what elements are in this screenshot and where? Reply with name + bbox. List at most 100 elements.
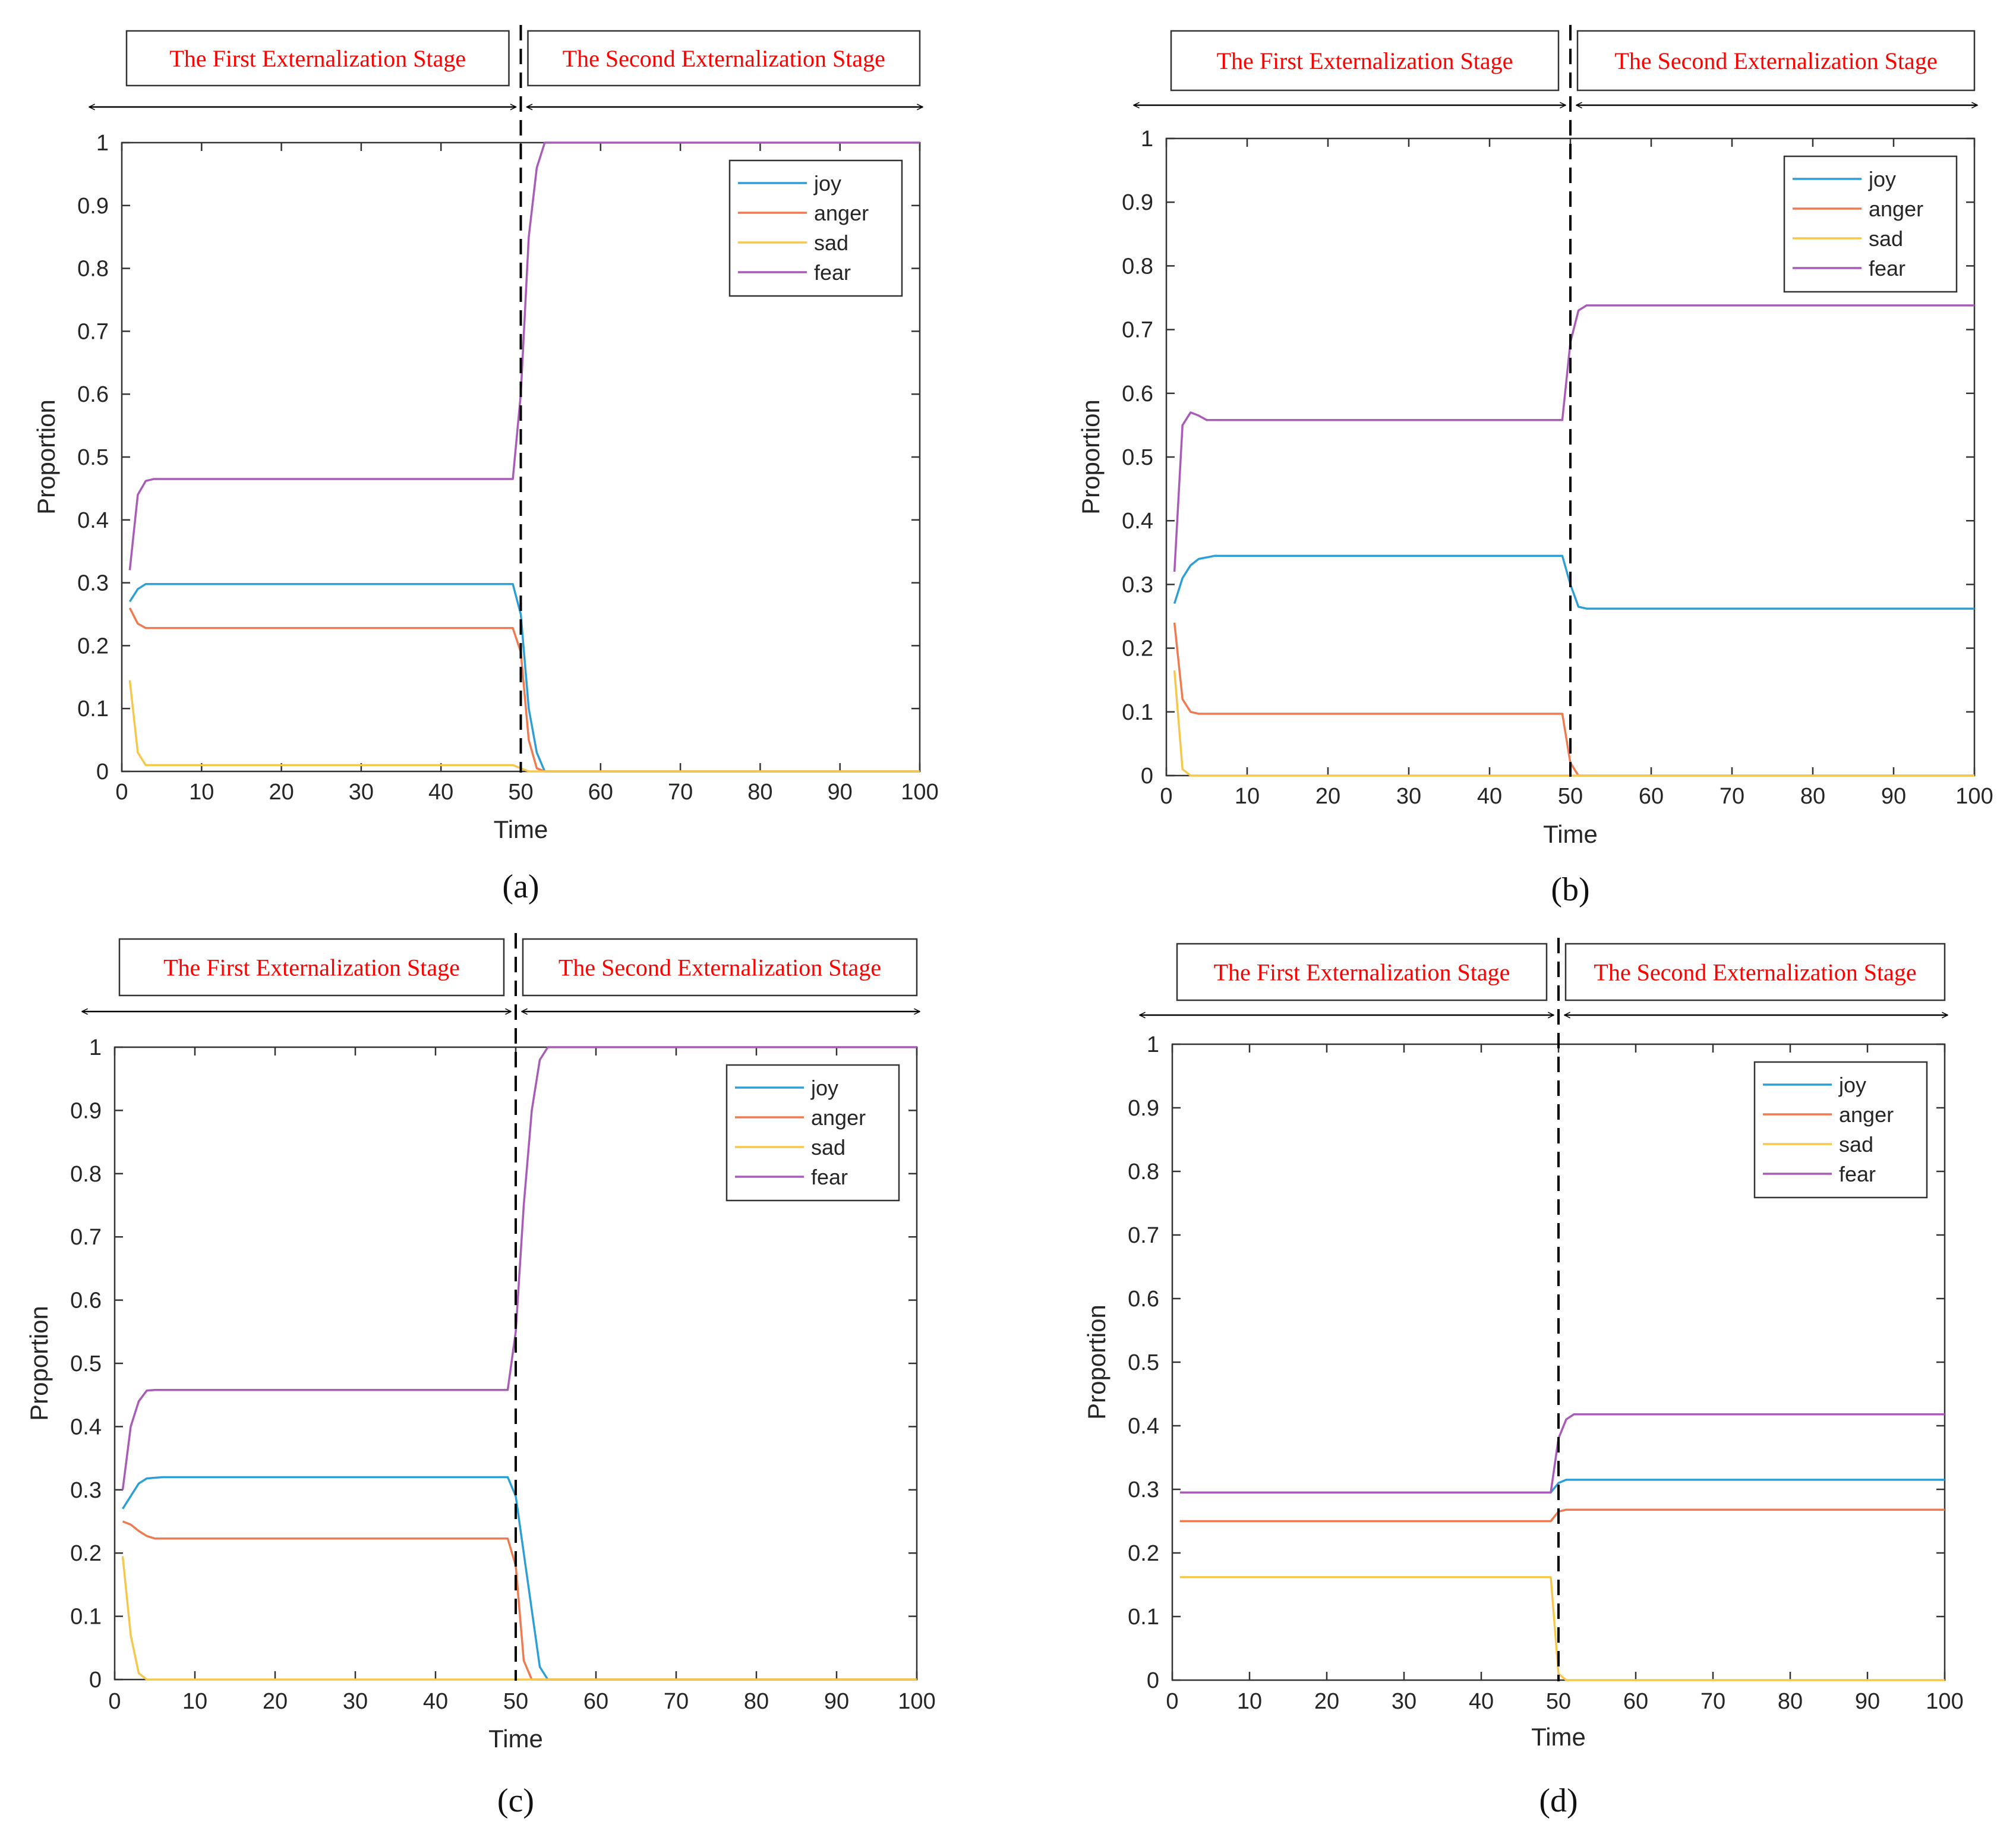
- y-tick-label: 0.9: [1122, 190, 1153, 215]
- x-tick-label: 80: [1800, 784, 1825, 809]
- first-stage-label: The First Externalization Stage: [1214, 959, 1510, 986]
- x-tick-label: 100: [898, 1689, 935, 1714]
- legend: joy anger sad fear: [728, 159, 903, 297]
- y-tick-label: 0.3: [70, 1478, 102, 1503]
- y-tick-label: 0.7: [1122, 318, 1153, 343]
- x-tick-label: 100: [1926, 1689, 1963, 1714]
- x-tick-label: 60: [588, 780, 613, 805]
- series-line-fear: [121, 1046, 917, 1491]
- legend-label-sad: sad: [811, 1135, 845, 1160]
- x-tick-label: 0: [115, 780, 128, 805]
- second-stage-box: [522, 938, 918, 997]
- x-tick-label: 90: [828, 780, 853, 805]
- legend-label-anger: anger: [1839, 1102, 1894, 1127]
- y-tick-label: 0.7: [70, 1225, 102, 1250]
- series-line-fear: [128, 141, 920, 571]
- y-tick-label: 0.9: [1128, 1096, 1159, 1121]
- legend-label-joy: joy: [1838, 1073, 1866, 1097]
- x-tick-label: 60: [1623, 1689, 1648, 1714]
- y-tick-label: 0.5: [1128, 1350, 1159, 1375]
- second-stage-label: The Second Externalization Stage: [559, 954, 881, 981]
- x-tick-label: 10: [1237, 1689, 1262, 1714]
- first-stage-label: The First Externalization Stage: [169, 45, 466, 72]
- x-axis-label: Time: [1543, 820, 1598, 848]
- y-tick-label: 1: [1141, 127, 1153, 152]
- legend: joy anger sad fear: [725, 1064, 900, 1202]
- legend-label-anger: anger: [811, 1105, 866, 1130]
- x-tick-label: 50: [1558, 784, 1583, 809]
- y-tick-label: 1: [1147, 1032, 1159, 1057]
- x-tick-label: 10: [1235, 784, 1260, 809]
- legend-label-fear: fear: [811, 1165, 848, 1189]
- x-tick-label: 30: [1392, 1689, 1416, 1714]
- y-tick-label: 0.4: [1128, 1414, 1159, 1439]
- first-stage-box: [125, 30, 510, 87]
- y-tick-label: 0.6: [1128, 1287, 1159, 1312]
- legend: joy anger sad fear: [1753, 1061, 1928, 1199]
- second-stage-box: [527, 30, 921, 87]
- y-axis-label: Proportion: [1083, 1305, 1110, 1420]
- first-stage-box: [1176, 943, 1548, 1001]
- y-axis-label: Proportion: [32, 399, 60, 515]
- x-tick-label: 50: [508, 780, 533, 805]
- second-stage-label: The Second Externalization Stage: [1594, 959, 1916, 986]
- x-tick-label: 70: [1720, 784, 1744, 809]
- y-tick-label: 0.1: [1122, 700, 1153, 725]
- series-line-joy: [122, 1476, 917, 1681]
- x-tick-label: 90: [824, 1689, 849, 1714]
- x-tick-label: 100: [901, 780, 938, 805]
- y-tick-label: 0.2: [77, 634, 109, 659]
- y-tick-label: 0.6: [77, 382, 109, 407]
- series-line-anger: [1173, 622, 1974, 777]
- legend-label-sad: sad: [1839, 1132, 1873, 1157]
- panel-caption: (b): [1551, 871, 1589, 908]
- series-line-sad: [1180, 1576, 1945, 1681]
- y-tick-label: 0.8: [1128, 1160, 1159, 1184]
- y-tick-label: 0: [1141, 764, 1153, 789]
- x-tick-label: 80: [1778, 1689, 1803, 1714]
- series-line-fear: [1180, 1413, 1945, 1494]
- y-tick-label: 0.1: [1128, 1605, 1159, 1630]
- x-tick-label: 20: [1315, 784, 1340, 809]
- y-tick-label: 1: [96, 131, 109, 156]
- x-tick-label: 70: [1700, 1689, 1725, 1714]
- x-tick-label: 40: [428, 780, 453, 805]
- y-tick-label: 0: [1147, 1668, 1159, 1693]
- x-tick-label: 30: [1396, 784, 1421, 809]
- second-stage-box: [1564, 943, 1946, 1001]
- panel-caption: (d): [1539, 1782, 1578, 1819]
- x-tick-label: 90: [1855, 1689, 1880, 1714]
- y-tick-label: 0.1: [70, 1605, 102, 1630]
- panel-caption: (a): [502, 868, 539, 905]
- second-stage-label: The Second Externalization Stage: [1614, 48, 1937, 74]
- series-line-sad: [128, 680, 920, 773]
- y-tick-label: 0.8: [77, 257, 109, 282]
- y-tick-label: 0.6: [1122, 382, 1153, 407]
- y-tick-label: 0.2: [1122, 637, 1153, 661]
- legend-label-anger: anger: [814, 201, 869, 225]
- first-stage-box: [1170, 30, 1560, 92]
- y-tick-label: 0.7: [1128, 1223, 1159, 1248]
- legend-label-fear: fear: [1839, 1162, 1876, 1186]
- x-tick-label: 10: [182, 1689, 207, 1714]
- second-stage-box: [1576, 30, 1976, 92]
- x-tick-label: 80: [744, 1689, 769, 1714]
- series-line-anger: [122, 1520, 917, 1681]
- legend-label-sad: sad: [1869, 226, 1903, 251]
- x-tick-label: 60: [583, 1689, 608, 1714]
- legend-label-joy: joy: [810, 1076, 838, 1100]
- first-stage-box: [118, 938, 505, 997]
- series-line-sad: [1173, 670, 1974, 777]
- x-tick-label: 0: [1160, 784, 1172, 809]
- x-tick-label: 100: [1955, 784, 1993, 809]
- y-tick-label: 0.2: [1128, 1541, 1159, 1566]
- y-axis-label: Proportion: [1077, 399, 1105, 515]
- x-tick-label: 60: [1639, 784, 1664, 809]
- x-tick-label: 20: [263, 1689, 288, 1714]
- x-axis-label: Time: [1531, 1723, 1586, 1751]
- x-tick-label: 20: [1314, 1689, 1339, 1714]
- series-line-anger: [128, 607, 920, 773]
- first-stage-label: The First Externalization Stage: [1217, 48, 1513, 74]
- x-tick-label: 40: [1469, 1689, 1494, 1714]
